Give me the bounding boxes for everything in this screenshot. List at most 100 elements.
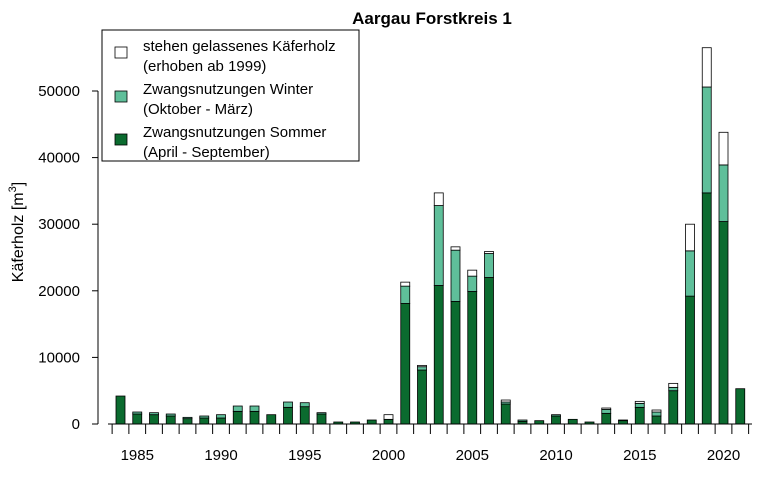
- bar-segment-2014-series-1: [618, 419, 628, 422]
- x-ticks-group: 1985 1990 1995 2000 2005 2010 2015 2020: [111, 424, 750, 464]
- bar-segment-2018-series-0: [685, 295, 695, 425]
- bar-segment-1999-series-0: [366, 419, 377, 425]
- bar-segment-1988-series-1: [182, 416, 193, 420]
- bar-segment-2020-series-2: [718, 131, 729, 166]
- bar-segment-1992-series-1: [249, 405, 260, 412]
- bar-segment-2011-series-0: [567, 418, 578, 425]
- bar-segment-2010-series-1: [551, 414, 561, 417]
- bar-segment-2001-series-2: [400, 281, 411, 287]
- bar-segment-2010-series-0: [551, 415, 561, 425]
- bar-segment-1986-series-1: [149, 412, 159, 416]
- bar-segment-2002-series-2: [417, 364, 427, 368]
- bar-segment-2018-series-1: [685, 250, 695, 297]
- bar-segment-2015-series-1: [634, 402, 645, 408]
- bar-segment-2006-series-0: [484, 277, 494, 425]
- bar-segment-1995-series-1: [299, 402, 310, 408]
- legend-label-sommer: Zwangsnutzungen Sommer: [143, 124, 326, 141]
- bar-segment-2017-series-1: [668, 386, 679, 392]
- bar-segment-1989-series-1: [199, 415, 210, 419]
- bar-segment-2017-series-0: [668, 390, 679, 425]
- legend: stehen gelassenes Käferholz (erhoben ab …: [101, 29, 360, 162]
- bar-segment-2003-series-2: [433, 192, 444, 206]
- y-ticks-group: 0 10000 20000 30000 40000 50000: [38, 83, 98, 433]
- legend-label-winter-line2: (Oktober - März): [143, 101, 253, 118]
- bar-segment-1988-series-0: [182, 418, 193, 425]
- bar-segment-1991-series-0: [232, 410, 243, 425]
- x-tick-label-2020: 2020: [707, 447, 740, 464]
- bar-segment-2016-series-0: [651, 415, 662, 425]
- bar-segment-2016-series-2: [651, 409, 662, 413]
- x-tick-label-2015: 2015: [623, 447, 656, 464]
- legend-label-sommer-line2: (April - September): [143, 144, 270, 161]
- y-axis-label-close: ]: [10, 182, 27, 186]
- bar-segment-1989-series-0: [199, 417, 210, 425]
- bar-segment-2000-series-2: [383, 414, 394, 420]
- bar-segment-1990-series-0: [216, 417, 226, 425]
- y-axis-label-superscript: 3: [7, 186, 19, 192]
- bar-segment-2016-series-1: [651, 411, 662, 417]
- legend-swatch-winter: [114, 90, 128, 103]
- bar-segment-2008-series-1: [517, 419, 528, 422]
- bar-segment-2015-series-2: [634, 400, 645, 404]
- bar-segment-1996-series-1: [316, 412, 327, 415]
- legend-label-stehen: stehen gelassenes Käferholz: [143, 38, 336, 55]
- bar-segment-2005-series-2: [467, 269, 478, 277]
- bar-segment-1985-series-1: [132, 411, 143, 415]
- x-tick-label-2005: 2005: [456, 447, 489, 464]
- bar-segment-1984-series-0: [115, 395, 126, 425]
- bar-segment-1991-series-1: [232, 405, 243, 412]
- bar-segment-1987-series-0: [165, 415, 176, 425]
- bar-segment-2007-series-2: [500, 399, 511, 403]
- bar-segment-2002-series-0: [417, 369, 427, 425]
- bar-segment-2003-series-0: [433, 285, 444, 425]
- bar-segment-2013-series-2: [601, 407, 612, 410]
- legend-label-winter: Zwangsnutzungen Winter: [143, 81, 313, 98]
- bar-segment-2001-series-1: [400, 285, 411, 304]
- bar-segment-2006-series-1: [484, 253, 494, 278]
- bar-segment-2007-series-0: [500, 403, 511, 425]
- bar-segment-2020-series-0: [718, 221, 729, 425]
- x-tick-label-2010: 2010: [539, 447, 572, 464]
- bar-segment-1996-series-0: [316, 413, 327, 425]
- y-tick-label-0: 0: [72, 416, 80, 433]
- bar-segment-2006-series-2: [484, 251, 494, 254]
- bar-segment-2000-series-0: [383, 418, 394, 425]
- bar-segment-2002-series-1: [417, 366, 427, 371]
- y-tick-label-50000: 50000: [38, 83, 80, 100]
- bar-segment-2019-series-1: [701, 86, 712, 194]
- bar-segment-1985-series-0: [132, 413, 143, 425]
- bar-segment-1994-series-1: [283, 401, 293, 408]
- y-axis-label-text: Käferholz [m: [10, 192, 27, 282]
- bar-segment-2017-series-2: [668, 382, 679, 388]
- x-tick-label-1995: 1995: [288, 447, 321, 464]
- x-tick-label-1985: 1985: [121, 447, 154, 464]
- legend-swatch-stehen: [114, 46, 128, 59]
- y-axis-label: Käferholz [m3]: [7, 182, 27, 282]
- bar-segment-2015-series-0: [634, 406, 645, 425]
- bar-segment-2004-series-0: [450, 301, 461, 425]
- legend-swatch-sommer: [114, 133, 128, 146]
- bar-segment-2013-series-1: [601, 408, 612, 414]
- bar-segment-2020-series-1: [718, 164, 729, 222]
- y-tick-label-30000: 30000: [38, 216, 80, 233]
- bar-segment-2018-series-2: [685, 223, 695, 252]
- y-tick-label-20000: 20000: [38, 283, 80, 300]
- bar-segment-2001-series-0: [400, 303, 411, 425]
- bar-segment-1986-series-0: [149, 414, 159, 425]
- bar-segment-2004-series-1: [450, 249, 461, 302]
- chart-title: Aargau Forstkreis 1: [352, 9, 512, 28]
- legend-label-stehen-line2: (erhoben ab 1999): [143, 58, 266, 75]
- y-tick-label-10000: 10000: [38, 349, 80, 366]
- bars-group: [115, 47, 746, 425]
- bar-segment-2004-series-2: [450, 246, 461, 251]
- bar-segment-1992-series-0: [249, 410, 260, 425]
- bar-segment-2013-series-0: [601, 412, 612, 425]
- bar-segment-2021-series-0: [735, 388, 746, 425]
- bar-segment-2003-series-1: [433, 205, 444, 286]
- bar-segment-2019-series-0: [701, 192, 712, 425]
- bar-segment-2019-series-2: [701, 47, 712, 88]
- bar-segment-2005-series-1: [467, 275, 478, 292]
- bar-segment-1995-series-0: [299, 406, 310, 425]
- legend-box: [101, 29, 360, 162]
